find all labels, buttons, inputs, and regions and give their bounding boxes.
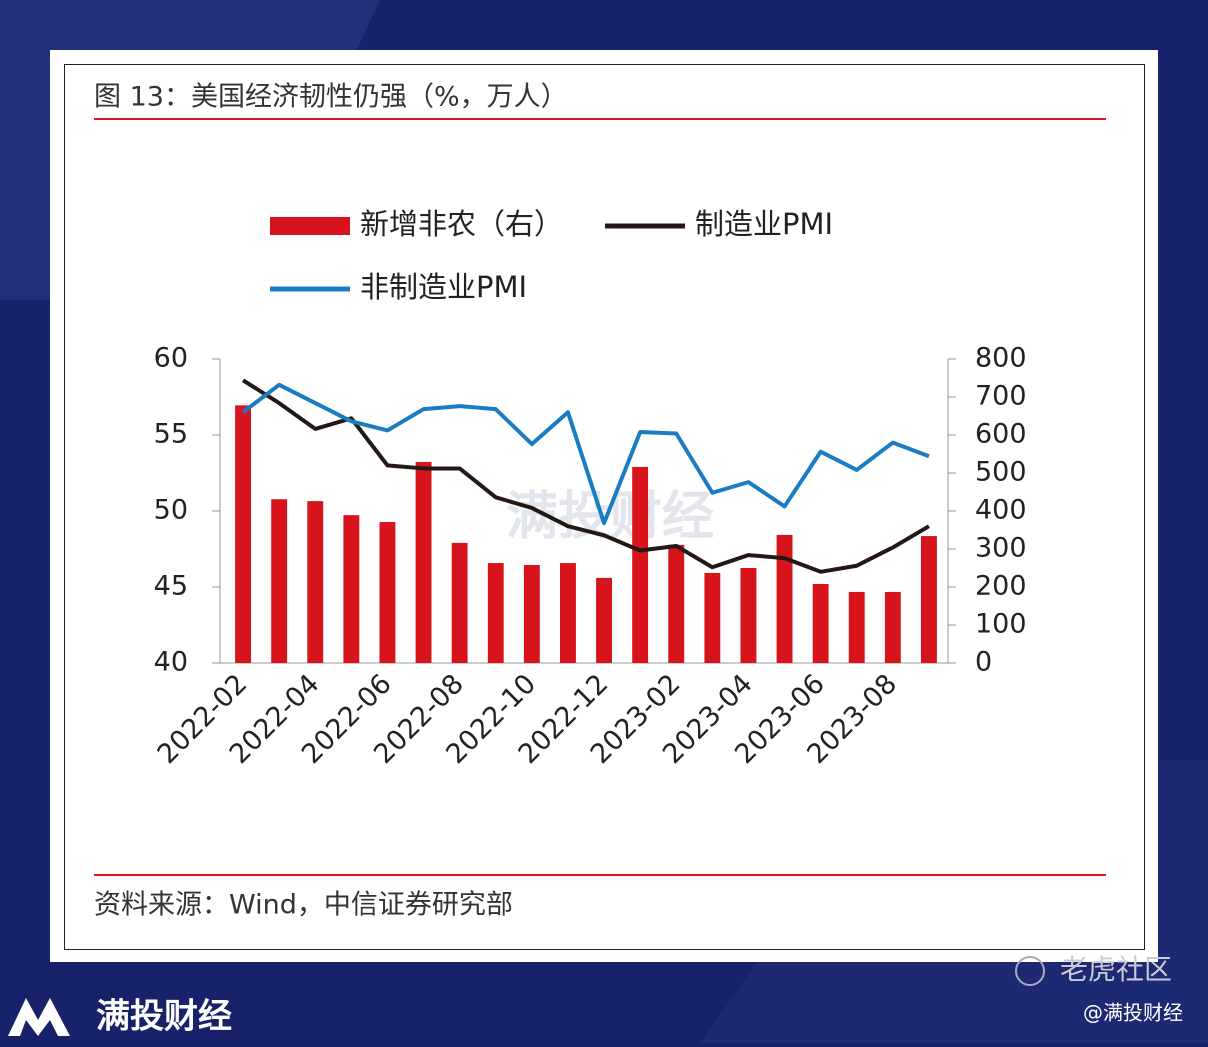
bar xyxy=(921,536,937,663)
bar xyxy=(884,591,901,663)
y-tick-label: 45 xyxy=(154,571,188,602)
card xyxy=(50,50,1158,962)
bar xyxy=(343,515,360,663)
bar xyxy=(235,405,251,663)
bar xyxy=(704,572,721,663)
bar xyxy=(379,522,396,663)
y2-tick-label: 700 xyxy=(975,381,1027,412)
chart-title: 图 13：美国经济韧性仍强（%，万人） xyxy=(94,82,568,113)
bar xyxy=(451,542,468,663)
bar xyxy=(415,461,432,663)
y-tick-label: 50 xyxy=(154,495,188,526)
plot: 404550556001002003004005006007008002022-… xyxy=(152,207,1027,770)
bar xyxy=(523,564,540,663)
bar xyxy=(596,577,612,663)
y2-tick-label: 100 xyxy=(975,609,1027,640)
y2-tick-label: 400 xyxy=(975,495,1027,526)
y2-tick-label: 0 xyxy=(975,647,992,678)
community: 老虎社区 xyxy=(1060,953,1172,986)
legend-label: 新增非农（右） xyxy=(360,207,563,241)
bar xyxy=(812,583,829,663)
bar xyxy=(776,534,793,663)
y2-tick-label: 300 xyxy=(975,533,1027,564)
legend-label: 制造业PMI xyxy=(695,207,833,241)
card-border xyxy=(64,64,1145,950)
handle: @满投财经 xyxy=(1083,1001,1183,1025)
logo-icon xyxy=(8,998,70,1036)
y-tick-label: 40 xyxy=(154,647,188,678)
y2-tick-label: 500 xyxy=(975,457,1027,488)
community-icon xyxy=(1015,956,1045,986)
bar xyxy=(487,563,504,663)
line xyxy=(241,378,930,574)
legend-label: 非制造业PMI xyxy=(360,270,527,304)
bar xyxy=(307,501,324,663)
brand: 满投财经 xyxy=(96,997,232,1037)
bar xyxy=(740,568,757,663)
y2-tick-label: 200 xyxy=(975,571,1027,602)
bar xyxy=(848,591,865,663)
legend-swatch xyxy=(270,217,350,235)
y2-tick-label: 800 xyxy=(975,343,1027,374)
brand-logo xyxy=(8,998,70,1036)
line xyxy=(241,382,930,526)
bar xyxy=(271,499,288,663)
y2-tick-label: 600 xyxy=(975,419,1027,450)
y-tick-label: 60 xyxy=(154,343,188,374)
y-tick-label: 55 xyxy=(154,419,188,450)
bar xyxy=(560,563,576,663)
source: 资料来源：Wind，中信证券研究部 xyxy=(94,890,513,921)
bar xyxy=(668,544,685,663)
bar xyxy=(632,466,649,663)
